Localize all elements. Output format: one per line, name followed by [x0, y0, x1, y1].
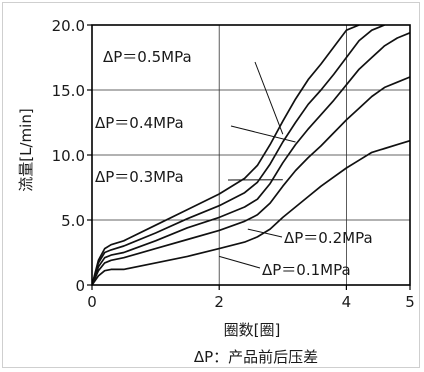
series-labels: ΔP＝0.5MPa ΔP＝0.4MPa ΔP＝0.3MPa ΔP＝0.2MPa ΔP＝0…	[95, 48, 373, 279]
figure-frame	[2, 2, 420, 368]
y-tick-label: 0	[75, 277, 85, 295]
y-tick-label: 5.0	[61, 212, 85, 230]
series-label-4: ΔP＝0.1MPa	[262, 261, 351, 279]
axis-ticks: 0 5.0 10.0 15.0 20.0 0 2 4 5	[52, 17, 415, 311]
x-tick-label: 5	[405, 293, 415, 311]
x-axis-label: 圈数[圈]	[224, 321, 281, 339]
series-line-4	[92, 139, 410, 285]
series-line-0	[92, 25, 360, 285]
series-line-2	[92, 32, 410, 285]
y-tick-label: 15.0	[52, 82, 85, 100]
x-tick-label: 4	[342, 293, 352, 311]
leader-line-1	[230, 125, 296, 143]
y-tick-label: 20.0	[52, 17, 85, 35]
series-line-1	[92, 25, 385, 285]
leader-line-0	[254, 61, 284, 135]
series-label-3: ΔP＝0.2MPa	[284, 229, 373, 247]
y-tick-label: 10.0	[52, 147, 85, 165]
x-tick-label: 2	[214, 293, 224, 311]
leader-line-3	[247, 228, 283, 238]
series-label-1: ΔP＝0.4MPa	[95, 114, 184, 132]
series-line-3	[92, 76, 410, 285]
series-lines	[92, 25, 410, 285]
legend-leader-lines	[219, 61, 296, 269]
series-label-2: ΔP＝0.3MPa	[95, 168, 184, 186]
series-label-0: ΔP＝0.5MPa	[103, 48, 192, 66]
grid	[92, 25, 410, 285]
leader-line-4	[219, 255, 261, 269]
y-axis-label: 流量[L/min]	[17, 108, 35, 191]
x-tick-label: 0	[87, 293, 97, 311]
footnote: ΔP：产品前后压差	[194, 348, 318, 366]
